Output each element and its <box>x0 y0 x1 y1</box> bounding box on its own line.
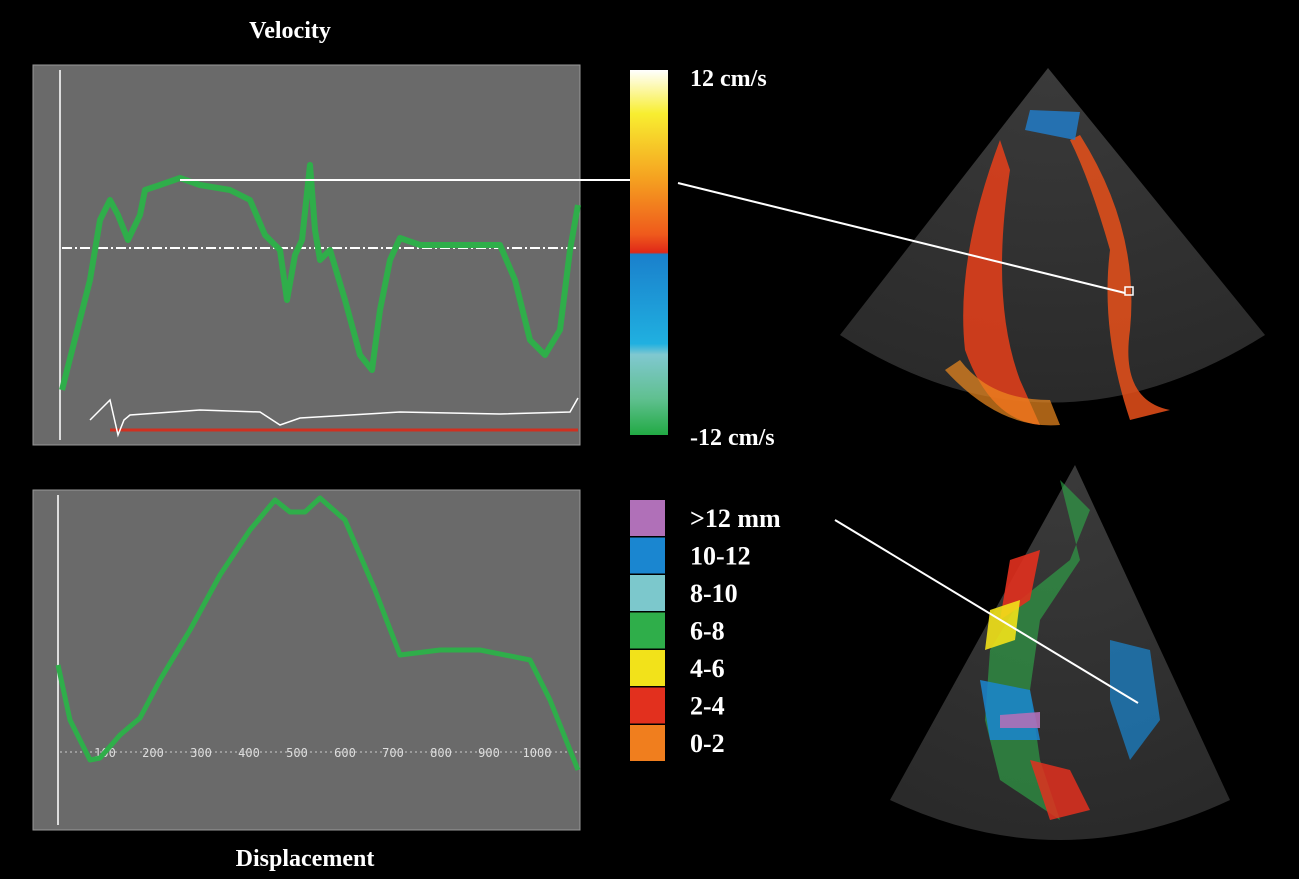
scale-min: -12 cm/s <box>690 425 775 451</box>
color-bar <box>630 70 668 435</box>
x-tick-label: 1000 <box>523 746 552 760</box>
x-tick-label: 300 <box>190 746 212 760</box>
x-tick-label: 700 <box>382 746 404 760</box>
figure: Velocity 12 cm/s -12 cm/s 10020030040050… <box>0 0 1299 879</box>
x-tick-label: 800 <box>430 746 452 760</box>
legend-label: 6-8 <box>690 617 725 646</box>
x-tick-label: 500 <box>286 746 308 760</box>
legend-swatch <box>630 500 665 536</box>
scale-max: 12 cm/s <box>690 66 767 92</box>
displacement-plot <box>33 490 580 830</box>
legend-swatch <box>630 725 665 761</box>
x-tick-label: 900 <box>478 746 500 760</box>
legend-swatch <box>630 575 665 611</box>
legend-label: 2-4 <box>690 692 725 721</box>
panel-title: Displacement <box>236 846 375 872</box>
legend-swatch <box>630 613 665 649</box>
legend-label: 0-2 <box>690 729 725 758</box>
x-tick-label: 200 <box>142 746 164 760</box>
legend-label: 4-6 <box>690 654 725 683</box>
panel-title: Velocity <box>249 18 331 44</box>
legend-label: >12 mm <box>690 504 781 533</box>
x-tick-label: 600 <box>334 746 356 760</box>
legend-swatch <box>630 650 665 686</box>
legend-label: 10-12 <box>690 542 751 571</box>
legend-label: 8-10 <box>690 579 738 608</box>
legend-swatch <box>630 688 665 724</box>
legend-swatch <box>630 538 665 574</box>
x-tick-label: 400 <box>238 746 260 760</box>
velocity-plot <box>33 65 580 445</box>
